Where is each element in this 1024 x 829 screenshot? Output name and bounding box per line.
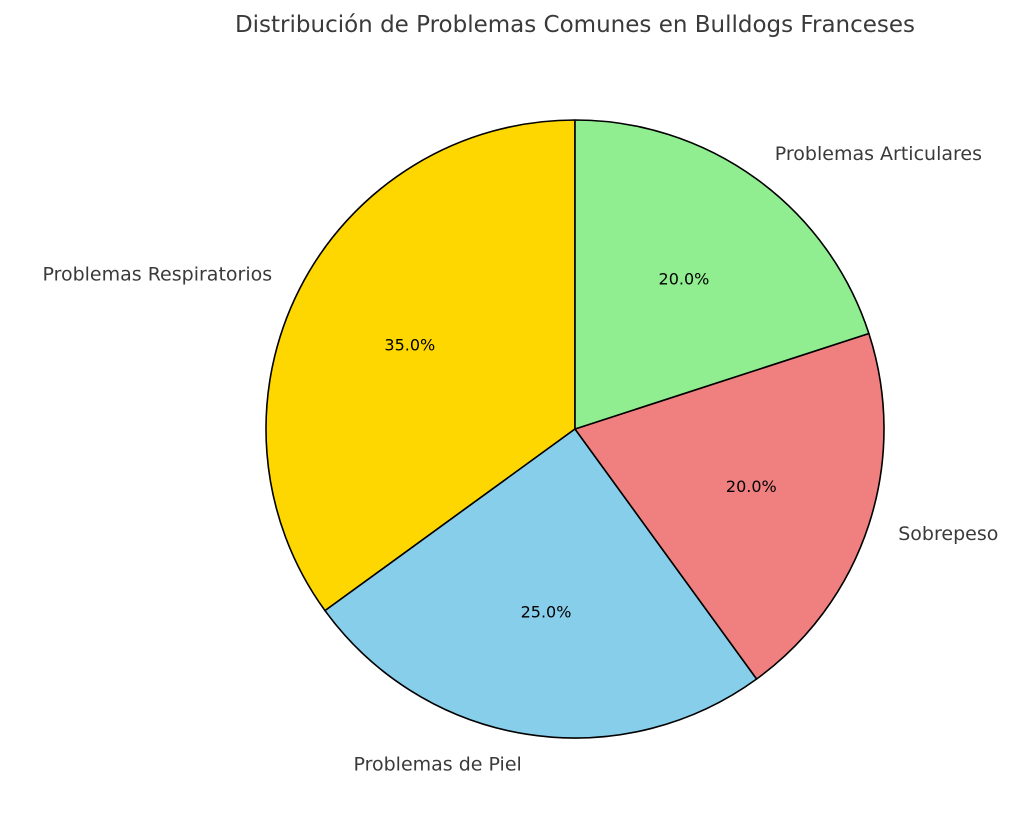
category-label-sobrepeso: Sobrepeso — [898, 523, 998, 545]
pct-label-sobrepeso: 20.0% — [726, 477, 777, 496]
category-label-problemas-de-piel: Problemas de Piel — [353, 754, 521, 776]
pie-slice-problemas-articulares — [574, 119, 870, 430]
pct-label-problemas-articulares: 20.0% — [659, 270, 710, 289]
category-label-problemas-respiratorios: Problemas Respiratorios — [42, 264, 272, 286]
pie-slice-problemas-respiratorios — [265, 119, 576, 612]
percentage-labels: 35.0% 25.0% 20.0% 20.0% — [384, 270, 776, 622]
pie-slices — [265, 119, 885, 739]
pie-slice-sobrepeso — [574, 332, 885, 680]
pie-slice-problemas-de-piel — [324, 428, 758, 739]
pct-label-problemas-de-piel: 25.0% — [521, 603, 572, 622]
chart-title: Distribución de Problemas Comunes en Bul… — [235, 12, 915, 38]
category-labels: Problemas Respiratorios Problemas de Piel… — [42, 143, 998, 776]
pct-label-problemas-respiratorios: 35.0% — [384, 335, 435, 354]
category-label-problemas-articulares: Problemas Articulares — [775, 143, 982, 165]
